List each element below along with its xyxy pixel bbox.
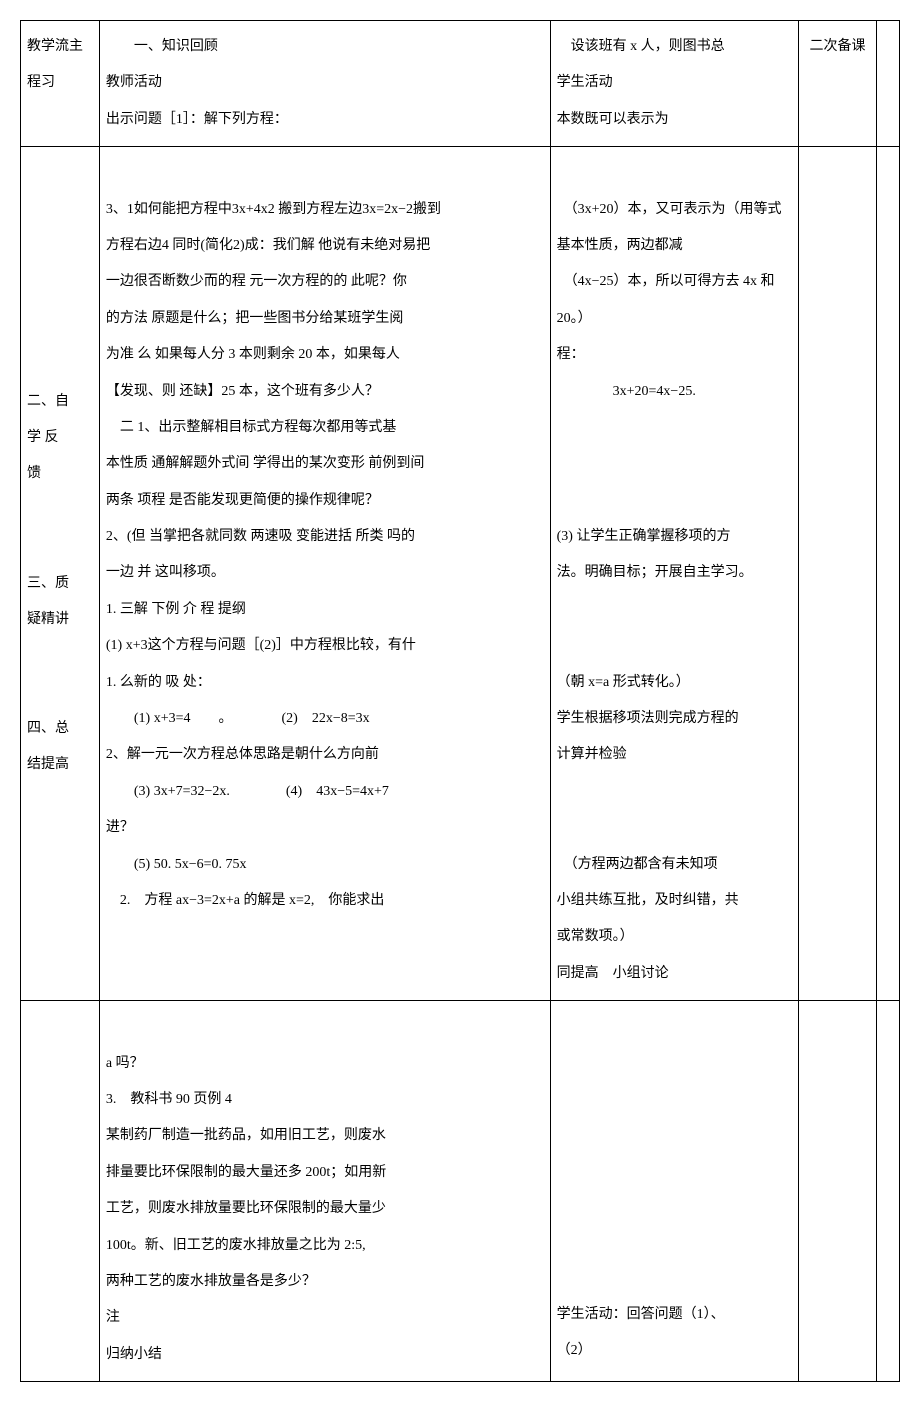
cell-mid-2: 3、1如何能把方程中3x+4x2 搬到方程左边3x=2x−2搬到 方程右边4 同… [99, 147, 550, 1001]
table-row: a 吗？ 3. 教科书 90 页例 4 某制药厂制造一批药品，如用旧工艺，则废水… [21, 1001, 900, 1382]
cell-tail-1 [877, 21, 900, 147]
lesson-plan-table: 教学流主 程习 一、知识回顾 教师活动 出示问题［1］：解下列方程： 设该班有 … [20, 20, 900, 1382]
cell-tail-3 [877, 1001, 900, 1382]
cell-left-2: 二、自 学 反 馈 三、质 疑精讲 四、总 结提高 [21, 147, 100, 1001]
text: 学生活动：回答问题（1）、 （2） [557, 1307, 725, 1358]
table-row: 教学流主 程习 一、知识回顾 教师活动 出示问题［1］：解下列方程： 设该班有 … [21, 21, 900, 147]
text: 教学流主 [27, 29, 93, 65]
text: a 吗？ 3. 教科书 90 页例 4 某制药厂制造一批药品，如用旧工艺，则废水… [106, 1056, 386, 1362]
text: 二次备课 [810, 39, 866, 54]
table-row: 二、自 学 反 馈 三、质 疑精讲 四、总 结提高 3、1如何能把方程中3x+4… [21, 147, 900, 1001]
cell-note-2 [798, 147, 877, 1001]
text: 教师活动 [106, 65, 544, 101]
cell-act-1: 设该班有 x 人，则图书总 学生活动 本数既可以表示为 [550, 21, 798, 147]
text: （3x+20）本，又可表示为（用等式基本性质，两边都减 （4x−25）本，所以可… [557, 202, 782, 981]
text: 学生活动 [557, 65, 792, 101]
overlap-wrapper: 3、1如何能把方程中3x+4x2 搬到方程左边3x=2x−2搬到 方程右边4 同… [106, 155, 544, 855]
cell-note-1: 二次备课 [798, 21, 877, 147]
text: 本数既可以表示为 [557, 102, 792, 138]
cell-mid-1: 一、知识回顾 教师活动 出示问题［1］：解下列方程： [99, 21, 550, 147]
cell-act-2: （3x+20）本，又可表示为（用等式基本性质，两边都减 （4x−25）本，所以可… [550, 147, 798, 1001]
text: 设该班有 x 人，则图书总 [557, 29, 792, 65]
text: 一、知识回顾 [106, 29, 544, 65]
text: 出示问题［1］：解下列方程： [106, 102, 544, 138]
layer-a: 3、1如何能把方程中3x+4x2 搬到方程左边3x=2x−2搬到 方程右边4 同… [106, 155, 544, 919]
text: 3、1如何能把方程中3x+4x2 搬到方程左边3x=2x−2搬到 方程右边4 同… [106, 202, 441, 908]
text: 程习 [27, 65, 93, 101]
cell-act-3: 学生活动：回答问题（1）、 （2） [550, 1001, 798, 1382]
cell-left-3 [21, 1001, 100, 1382]
cell-note-3 [798, 1001, 877, 1382]
cell-left-1: 教学流主 程习 [21, 21, 100, 147]
cell-mid-3: a 吗？ 3. 教科书 90 页例 4 某制药厂制造一批药品，如用旧工艺，则废水… [99, 1001, 550, 1382]
text: 二、自 学 反 馈 三、质 疑精讲 四、总 结提高 [27, 394, 69, 773]
cell-tail-2 [877, 147, 900, 1001]
